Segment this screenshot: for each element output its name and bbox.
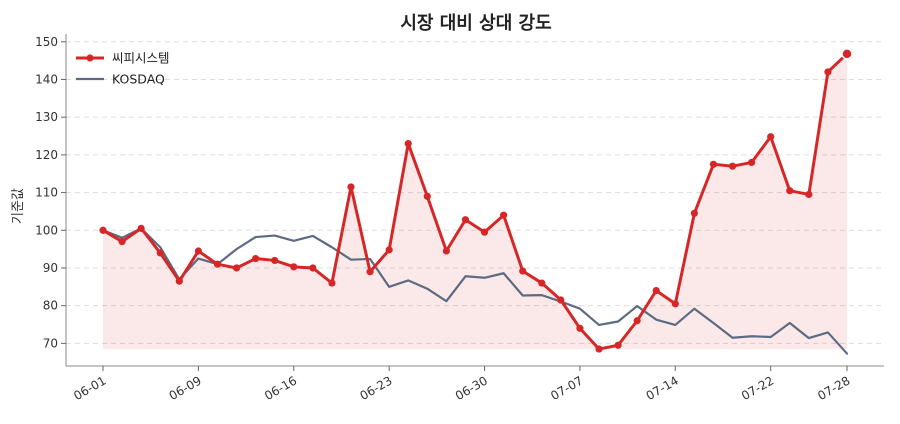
- data-point: [461, 216, 470, 224]
- data-point: [500, 211, 508, 219]
- data-point: [841, 48, 853, 60]
- data-point: [748, 158, 756, 167]
- data-point: [366, 268, 374, 276]
- data-point: [519, 267, 527, 275]
- data-point: [786, 187, 794, 195]
- data-point: [404, 139, 412, 148]
- data-point: [824, 68, 832, 76]
- x-tick-label: 06-09: [167, 373, 204, 403]
- chart-title: 시장 대비 상대 강도: [400, 13, 551, 34]
- data-point: [576, 324, 584, 332]
- series-area-fill: [103, 53, 847, 350]
- y-tick-label: 70: [43, 336, 58, 350]
- data-point: [728, 162, 737, 170]
- x-axis-ticks: 06-01 06-09 06-16 06-23 06-30 07-07 07-14 07-22…: [71, 366, 853, 403]
- data-point: [137, 224, 145, 232]
- x-tick-label: 07-07: [548, 373, 585, 403]
- x-tick-label: 06-01: [71, 373, 108, 403]
- y-tick-label: 120: [35, 148, 58, 162]
- y-axis-ticks: 70 80 90 100 110 120 130 140 150: [35, 35, 66, 350]
- legend-marker: [86, 54, 94, 62]
- data-point: [767, 133, 775, 141]
- data-point: [347, 183, 355, 191]
- data-point: [232, 264, 241, 272]
- data-point: [118, 237, 126, 246]
- data-point: [328, 279, 336, 287]
- legend: 씨피시스템 KOSDAQ: [76, 51, 170, 87]
- x-tick-label: 07-22: [739, 373, 776, 403]
- legend-label: 씨피시스템: [112, 51, 170, 66]
- y-tick-label: 150: [35, 35, 58, 49]
- data-point: [423, 192, 431, 200]
- y-tick-label: 100: [35, 223, 58, 237]
- x-tick-label: 06-16: [262, 373, 299, 403]
- data-point: [557, 296, 565, 304]
- y-tick-label: 110: [35, 186, 58, 200]
- x-tick-label: 07-28: [815, 373, 852, 403]
- y-axis-label: 기준값: [11, 188, 26, 224]
- data-point: [175, 277, 183, 285]
- series-line: [101, 227, 849, 355]
- data-point: [690, 209, 698, 217]
- y-tick-label: 80: [43, 299, 58, 313]
- data-point: [595, 345, 603, 353]
- data-point: [99, 226, 107, 234]
- y-tick-label: 140: [35, 72, 58, 86]
- x-tick-label: 06-23: [357, 373, 394, 403]
- data-point: [671, 300, 679, 308]
- y-tick-label: 130: [35, 110, 58, 124]
- data-point: [213, 260, 222, 268]
- data-point: [442, 247, 450, 255]
- data-point: [385, 246, 393, 254]
- plot-area: [99, 48, 853, 355]
- data-point: [271, 256, 279, 265]
- x-tick-label: 06-30: [453, 373, 490, 403]
- data-point: [614, 341, 622, 349]
- data-point: [290, 263, 298, 271]
- data-point: [309, 264, 317, 272]
- data-point: [252, 254, 260, 263]
- y-tick-label: 90: [43, 261, 58, 275]
- data-point: [633, 317, 641, 325]
- data-point: [538, 279, 546, 287]
- legend-label: KOSDAQ: [112, 72, 165, 87]
- data-point: [709, 160, 718, 168]
- x-tick-label: 07-14: [644, 373, 681, 403]
- data-point: [194, 247, 202, 255]
- axes: [65, 34, 884, 367]
- data-point: [652, 286, 660, 295]
- data-point: [156, 249, 164, 257]
- grid-lines: [66, 41, 884, 344]
- data-point: [805, 190, 813, 199]
- series-line: [101, 52, 849, 351]
- data-point: [480, 228, 489, 236]
